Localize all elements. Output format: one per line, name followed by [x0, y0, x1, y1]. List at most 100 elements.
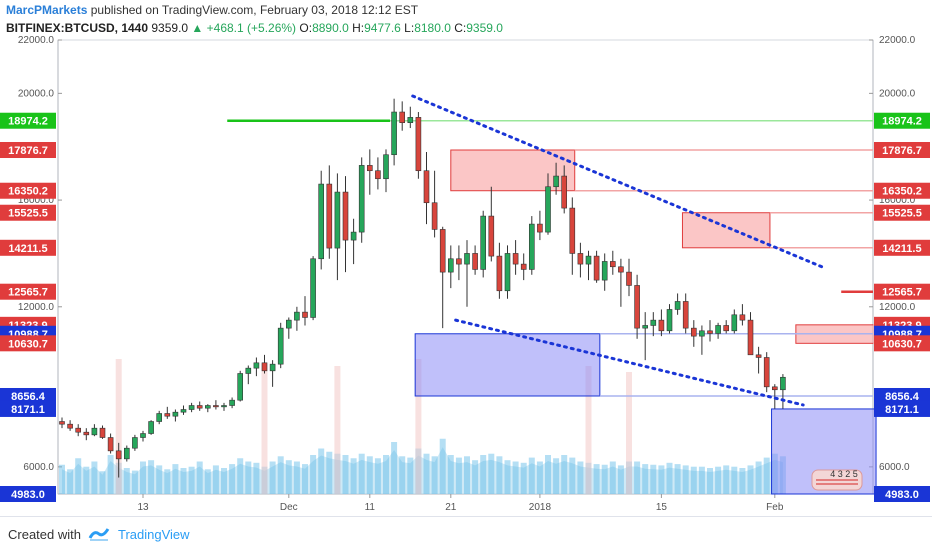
volume-bar: [350, 458, 357, 494]
volume-bar: [399, 456, 406, 494]
candle-up: [269, 363, 276, 372]
candle-down: [682, 301, 689, 329]
price-label-right: 14211.5: [882, 243, 921, 255]
candle-up: [731, 314, 738, 332]
price-label-left: 8656.4: [11, 391, 46, 403]
volume-bar: [188, 466, 195, 494]
footer: Created with TradingView: [0, 516, 932, 551]
price-label-right: 4983.0: [885, 489, 919, 501]
resistance-zone-1[interactable]: [450, 149, 576, 192]
y-tick-label-right: 12000.0: [879, 302, 916, 313]
volume-bar: [755, 461, 762, 494]
candle-up: [310, 258, 316, 318]
volume-bar: [715, 466, 722, 494]
author-link[interactable]: MarcPMarkets: [6, 3, 88, 17]
volume-spike-bar: [626, 372, 632, 494]
volume-bar: [83, 466, 90, 494]
candle-up: [666, 309, 673, 332]
candle-up: [699, 330, 705, 337]
high-label: H:: [352, 21, 365, 35]
candle-down: [164, 413, 171, 417]
volume-bar: [617, 465, 624, 494]
candle-down: [537, 223, 543, 233]
candle-down: [67, 423, 73, 429]
volume-bar: [464, 456, 470, 494]
candle-up: [715, 325, 721, 334]
price-label-box-left: [0, 239, 56, 256]
volume-spike-bar: [261, 364, 268, 494]
volume-bar: [75, 458, 82, 494]
volume-bar: [383, 455, 389, 494]
candle-down: [561, 175, 568, 209]
price-label-box-right: [874, 283, 930, 300]
candle-down: [375, 170, 381, 180]
published-text: published on TradingView.com, February 0…: [90, 3, 419, 17]
x-tick-label: 13: [137, 502, 149, 513]
volume-bar: [237, 458, 244, 494]
candle-down: [488, 215, 495, 257]
volume-bar: [180, 468, 187, 494]
volume-bar: [496, 456, 503, 494]
volume-bar: [480, 455, 487, 494]
candle-up: [205, 405, 211, 409]
price-label-box-left: [0, 486, 56, 502]
candle-up: [780, 376, 786, 391]
event-badge-text: 4 3 2 5: [830, 469, 858, 479]
price-label-box-left: [0, 204, 56, 221]
price-label-left: 10630.7: [8, 338, 48, 350]
price-label-right: 8171.1: [885, 404, 919, 416]
high-value: 9477.6: [364, 21, 401, 35]
candle-up: [172, 411, 179, 417]
volume-bar: [318, 448, 325, 494]
candle-down: [342, 191, 349, 241]
plot-area[interactable]: [57, 39, 874, 495]
candle-down: [326, 183, 333, 249]
candle-down: [634, 285, 640, 329]
candle-down: [763, 357, 770, 388]
volume-bar: [561, 455, 568, 494]
volume-bar: [172, 464, 179, 494]
volume-bar: [310, 455, 317, 494]
candle-down: [399, 111, 406, 124]
volume-bar: [650, 464, 657, 494]
resistance-zone-2[interactable]: [681, 212, 771, 249]
volume-bar: [545, 455, 551, 494]
price-label-box-right: [874, 142, 930, 159]
candle-up: [285, 319, 292, 329]
candle-down: [707, 330, 713, 334]
low-label: L:: [404, 21, 415, 35]
price-label-right: 17876.7: [882, 145, 922, 157]
volume-bar: [374, 458, 381, 494]
volume-bar: [488, 453, 495, 494]
volume-bar: [91, 461, 98, 494]
price-label-right: 10630.7: [882, 338, 922, 350]
price-label-box-left: [0, 335, 56, 352]
volume-bar: [642, 464, 649, 494]
x-tick-label: 15: [656, 502, 668, 513]
price-label-left: 15525.5: [8, 208, 48, 220]
close-label: C:: [454, 21, 467, 35]
price-label-box-left: [0, 400, 56, 417]
volume-average-area: [62, 447, 783, 494]
y-tick-label-right: 16000.0: [879, 195, 916, 206]
price-chart[interactable]: 22000.0 22000.0 20000.0 20000.0 16000.0 16000…: [0, 0, 932, 516]
support-zone-1[interactable]: [414, 333, 601, 397]
volume-bar: [674, 464, 681, 494]
candle-down: [520, 263, 527, 270]
candle-down: [739, 314, 746, 321]
tradingview-link[interactable]: TradingView: [118, 527, 190, 542]
volume-bar: [67, 469, 74, 494]
volume-bar: [358, 453, 365, 494]
volume-spike-bar: [415, 359, 422, 494]
volume-spike-bar: [585, 366, 592, 494]
volume-bar: [698, 466, 705, 494]
price-label-box-right: [874, 112, 930, 129]
candle-down: [755, 354, 762, 358]
volume-bar: [59, 464, 65, 494]
price-label-right: 16350.2: [882, 186, 922, 198]
volume-bar: [229, 464, 236, 494]
price-label-box-left: [0, 387, 56, 404]
candle-down: [456, 258, 462, 265]
low-value: 8180.0: [414, 21, 451, 35]
candle-up: [585, 255, 592, 265]
